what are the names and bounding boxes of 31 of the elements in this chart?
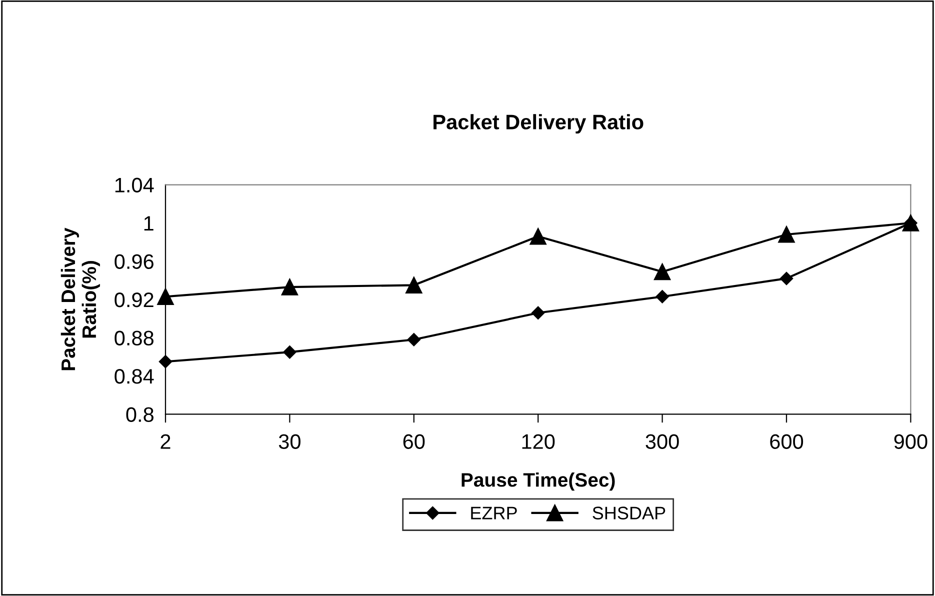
x-tick-label: 600 <box>770 434 804 449</box>
y-tick-label: 1 <box>144 216 154 231</box>
point <box>407 333 420 346</box>
legend-label: EZRP <box>471 506 517 520</box>
point <box>654 263 671 280</box>
x-tick-label: 300 <box>646 434 679 449</box>
point <box>157 288 174 305</box>
y-tick-label: 0.96 <box>114 254 154 269</box>
point <box>283 345 296 359</box>
x-tick-label: 900 <box>894 434 928 449</box>
point <box>281 278 298 296</box>
y-tick-label: 0.88 <box>114 330 154 346</box>
point <box>530 228 546 245</box>
point <box>656 290 669 304</box>
point <box>780 272 794 286</box>
point <box>158 355 172 368</box>
y-tick-label: 0.84 <box>114 368 154 384</box>
legend-label: SHSDAP <box>592 506 666 520</box>
y-tick-label: 1.04 <box>115 178 154 193</box>
x-tick-label: 2 <box>160 434 170 449</box>
x-tick-label: 60 <box>403 434 425 449</box>
y-tick-label: 0.92 <box>114 292 154 308</box>
point <box>406 276 422 294</box>
y-axis-title: Packet Delivery Ratio(%) <box>60 228 100 370</box>
x-tick-label: 120 <box>522 434 555 449</box>
point <box>532 306 545 320</box>
point <box>778 226 795 243</box>
x-axis-title: Pause Time(Sec) <box>462 472 615 491</box>
chart-title: Packet Delivery Ratio <box>434 114 644 134</box>
y-tick-label: 0.8 <box>126 407 154 422</box>
x-tick-label: 30 <box>278 434 300 449</box>
